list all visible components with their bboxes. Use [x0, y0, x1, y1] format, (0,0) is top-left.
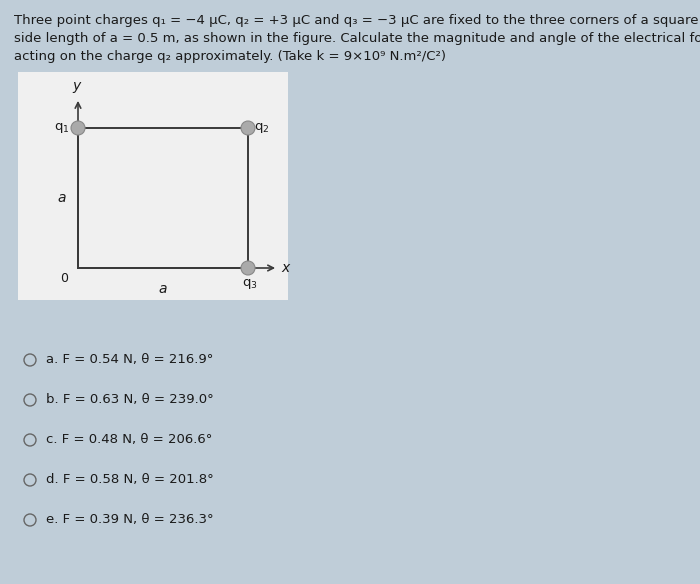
Text: Three point charges q₁ = −4 μC, q₂ = +3 μC and q₃ = −3 μC are fixed to the three: Three point charges q₁ = −4 μC, q₂ = +3 … [14, 14, 700, 27]
Text: a. F = 0.54 N, θ = 216.9°: a. F = 0.54 N, θ = 216.9° [46, 353, 214, 367]
Text: side length of a = 0.5 m, as shown in the figure. Calculate the magnitude and an: side length of a = 0.5 m, as shown in th… [14, 32, 700, 45]
Text: e. F = 0.39 N, θ = 236.3°: e. F = 0.39 N, θ = 236.3° [46, 513, 214, 527]
Text: c. F = 0.48 N, θ = 206.6°: c. F = 0.48 N, θ = 206.6° [46, 433, 212, 447]
Text: a: a [57, 191, 66, 205]
Bar [18, 72, 288, 300]
Circle shape [71, 121, 85, 135]
Text: y: y [72, 79, 80, 93]
Text: a: a [159, 282, 167, 296]
Text: q$_1$: q$_1$ [54, 121, 70, 135]
Text: q$_2$: q$_2$ [254, 121, 270, 135]
Text: x: x [281, 261, 289, 275]
Text: d. F = 0.58 N, θ = 201.8°: d. F = 0.58 N, θ = 201.8° [46, 474, 214, 486]
Text: acting on the charge q₂ approximately. (Take k = 9×10⁹ N.m²/C²): acting on the charge q₂ approximately. (… [14, 50, 446, 63]
Text: b. F = 0.63 N, θ = 239.0°: b. F = 0.63 N, θ = 239.0° [46, 394, 214, 406]
Text: 0: 0 [60, 272, 68, 285]
Circle shape [241, 261, 255, 275]
Circle shape [241, 121, 255, 135]
Text: q$_3$: q$_3$ [242, 277, 258, 291]
